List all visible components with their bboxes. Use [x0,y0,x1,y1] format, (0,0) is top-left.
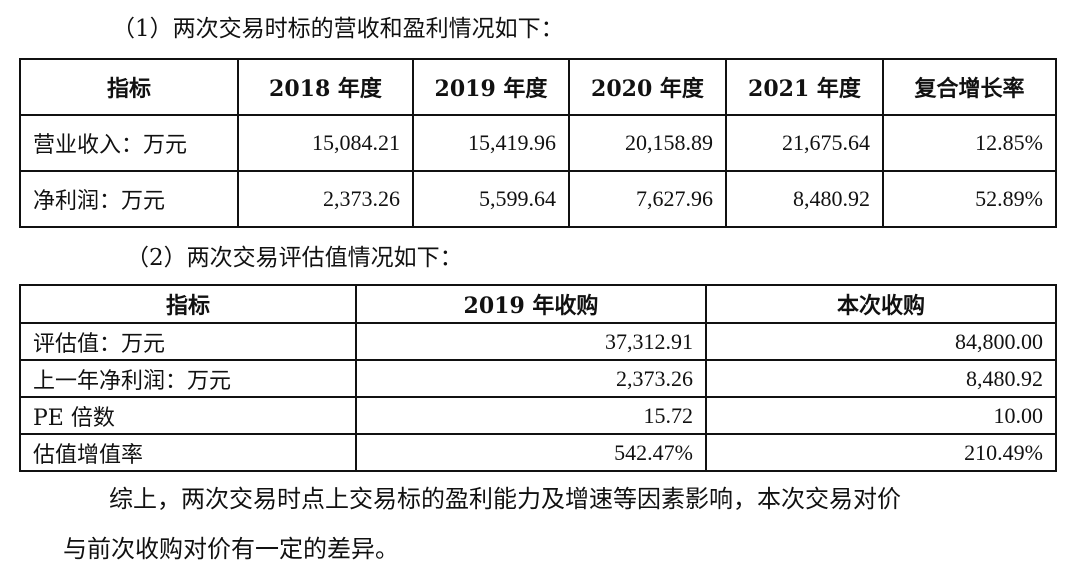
column-header: 2019 年度 [412,58,570,116]
row-label: 上一年净利润：万元 [19,359,357,398]
table-cell: 15.72 [355,396,707,435]
valuation-table: 指标 2019 年收购 本次收购 评估值：万元 37,312.91 84,800… [19,284,1057,472]
row-label: 净利润：万元 [19,170,239,228]
table-row: 营业收入：万元 15,084.21 15,419.96 20,158.89 21… [19,114,1057,172]
column-header: 2021 年度 [725,58,884,116]
column-header: 2020 年度 [568,58,727,116]
column-header: 本次收购 [705,284,1057,324]
conclusion-line-1: 综上，两次交易时点上交易标的盈利能力及增速等因素影响，本次交易对价 [109,485,901,513]
conclusion-line-2: 与前次收购对价有一定的差异。 [63,535,399,563]
table-cell: 210.49% [705,433,1057,472]
table-cell: 7,627.96 [568,170,727,228]
table-cell: 37,312.91 [355,322,707,361]
table-cell: 20,158.89 [568,114,727,172]
table-header-row: 指标 2018 年度 2019 年度 2020 年度 2021 年度 复合增长率 [19,58,1057,116]
financials-table: 指标 2018 年度 2019 年度 2020 年度 2021 年度 复合增长率… [19,58,1057,228]
row-label: 营业收入：万元 [19,114,239,172]
table-row: PE 倍数 15.72 10.00 [19,396,1057,435]
column-header: 复合增长率 [882,58,1057,116]
table-header-row: 指标 2019 年收购 本次收购 [19,284,1057,324]
table-cell: 10.00 [705,396,1057,435]
table-cell: 52.89% [882,170,1057,228]
section2-heading: （2）两次交易评估值情况如下： [126,245,463,271]
row-label: 评估值：万元 [19,322,357,361]
table-row: 评估值：万元 37,312.91 84,800.00 [19,322,1057,361]
column-header: 指标 [19,58,239,116]
table-cell: 2,373.26 [355,359,707,398]
row-label: 估值增值率 [19,433,357,472]
column-header: 2019 年收购 [355,284,707,324]
table-cell: 5,599.64 [412,170,570,228]
column-header: 2018 年度 [237,58,414,116]
table-cell: 542.47% [355,433,707,472]
column-header: 指标 [19,284,357,324]
table-cell: 84,800.00 [705,322,1057,361]
row-label: PE 倍数 [19,396,357,435]
table-row: 上一年净利润：万元 2,373.26 8,480.92 [19,359,1057,398]
table-cell: 21,675.64 [725,114,884,172]
section1-heading: （1）两次交易时标的营收和盈利情况如下： [112,16,564,42]
table-cell: 8,480.92 [705,359,1057,398]
table-cell: 2,373.26 [237,170,414,228]
table-cell: 15,084.21 [237,114,414,172]
table-cell: 15,419.96 [412,114,570,172]
conclusion-paragraph: 综上，两次交易时点上交易标的盈利能力及增速等因素影响，本次交易对价 与前次收购对… [19,474,1059,574]
table-cell: 12.85% [882,114,1057,172]
table-row: 净利润：万元 2,373.26 5,599.64 7,627.96 8,480.… [19,170,1057,228]
table-row: 估值增值率 542.47% 210.49% [19,433,1057,472]
table-cell: 8,480.92 [725,170,884,228]
